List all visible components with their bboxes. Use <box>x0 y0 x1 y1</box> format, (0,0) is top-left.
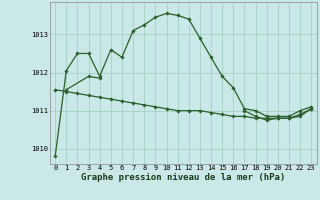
X-axis label: Graphe pression niveau de la mer (hPa): Graphe pression niveau de la mer (hPa) <box>81 173 285 182</box>
